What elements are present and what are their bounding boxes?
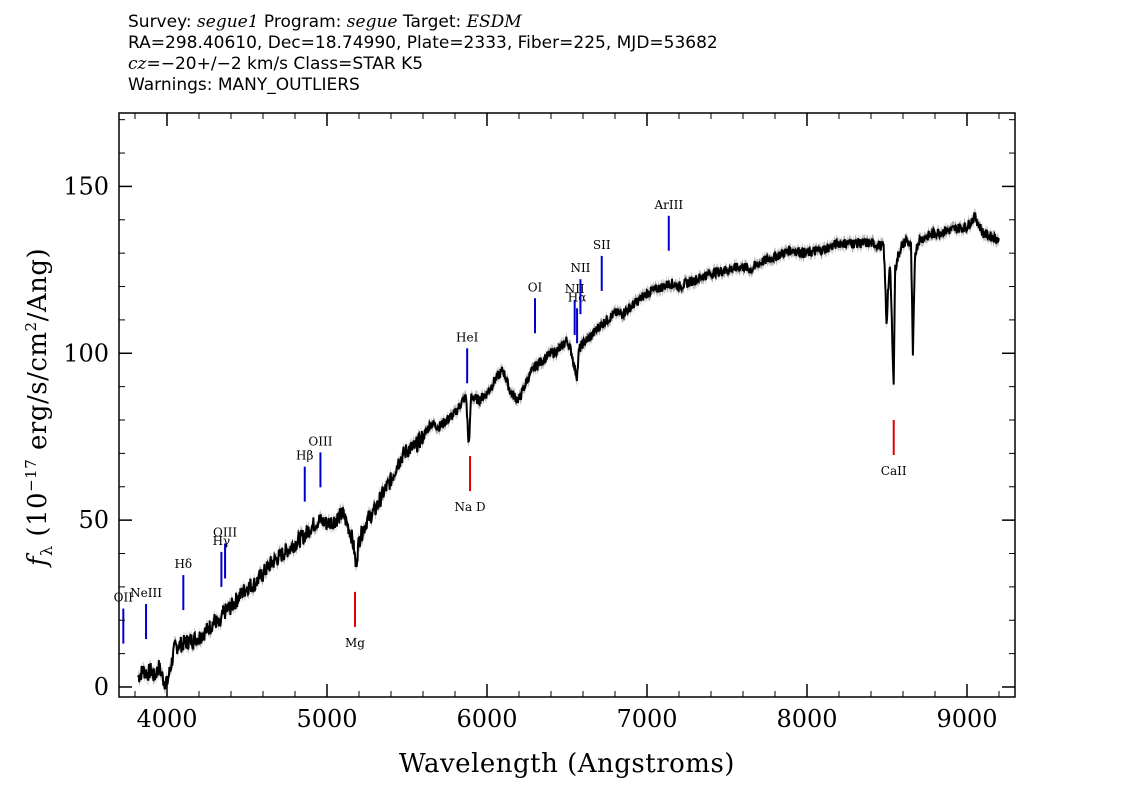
line-label: Na D xyxy=(454,500,485,514)
flux-line xyxy=(137,212,1000,690)
x-tick-label: 4000 xyxy=(136,705,197,733)
line-annotation: Hδ xyxy=(174,557,192,611)
target-value: ESDM xyxy=(466,12,522,32)
survey-prefix: Survey: xyxy=(128,12,198,32)
x-tick-label: 5000 xyxy=(296,705,357,733)
line-annotation: Mg xyxy=(345,591,365,650)
line-annotation: Hβ xyxy=(296,449,314,502)
x-tick-label: 6000 xyxy=(456,705,517,733)
line-label: OIII xyxy=(308,434,332,448)
line-annotation: Na D xyxy=(454,456,486,514)
y-tick-label: 100 xyxy=(63,339,109,367)
header-line-warnings: Warnings: MANY_OUTLIERS xyxy=(128,75,360,95)
line-label: Mg xyxy=(345,636,365,650)
line-annotation: HeI xyxy=(456,330,479,384)
header-line-survey: Survey: segue1 Program: segue Target: ES… xyxy=(128,12,1028,33)
axis-ticks: 4000 5000 6000 7000 8000 9000 0 50 100 150 xyxy=(63,113,1015,733)
x-tick-label: 8000 xyxy=(776,705,837,733)
line-label: ArIII xyxy=(653,198,683,212)
line-label: Hβ xyxy=(296,449,313,463)
error-band xyxy=(138,207,999,695)
header-line-redshift: cz=−20+/−2 km/s Class=STAR K5 xyxy=(128,54,1028,75)
plot-frame xyxy=(118,112,1016,698)
y-tick-label: 0 xyxy=(94,673,109,701)
line-label: SII xyxy=(593,238,611,252)
line-annotation: NII xyxy=(570,261,591,315)
redshift-class-text: =−20+/−2 km/s Class=STAR K5 xyxy=(146,54,424,74)
line-label: NeIII xyxy=(130,586,162,600)
x-tick-label: 9000 xyxy=(936,705,997,733)
line-annotation: Hγ xyxy=(213,534,230,587)
x-tick-label: 7000 xyxy=(616,705,677,733)
line-annotation: ArIII xyxy=(653,198,683,251)
y-tick-label: 150 xyxy=(63,172,109,200)
line-annotation: Hα xyxy=(568,290,587,344)
line-annotation: SII xyxy=(593,238,611,291)
line-annotation: OIII xyxy=(308,434,333,488)
line-label: CaII xyxy=(881,464,907,478)
line-label: NII xyxy=(570,261,590,275)
flux-series xyxy=(137,212,1000,690)
cz-symbol: cz xyxy=(128,54,147,74)
line-label: HeI xyxy=(456,330,479,344)
header-line-coordinates: RA=298.40610, Dec=18.74990, Plate=2333, … xyxy=(128,33,718,53)
x-axis-title: Wavelength (Angstroms) xyxy=(399,749,735,779)
survey-value: segue1 xyxy=(197,12,259,32)
line-annotation: NeIII xyxy=(130,586,162,640)
line-annotation: CaII xyxy=(881,420,907,478)
line-label: OIII xyxy=(213,525,237,539)
y-tick-label: 50 xyxy=(78,506,109,534)
y-axis-title: fλ (10−17 erg/s/cm2/Ang) xyxy=(22,248,56,568)
line-annotation: OIII xyxy=(213,525,237,579)
spectrum-header: Survey: segue1 Program: segue Target: ES… xyxy=(128,12,1028,96)
line-label: Hδ xyxy=(174,557,192,571)
line-label: Hα xyxy=(568,290,587,304)
program-prefix: Program: xyxy=(258,12,347,32)
line-annotation: OI xyxy=(528,280,543,334)
line-label: OI xyxy=(528,280,543,294)
target-prefix: Target: xyxy=(397,12,467,32)
flux-error-band xyxy=(138,207,999,695)
program-value: segue xyxy=(346,12,398,32)
